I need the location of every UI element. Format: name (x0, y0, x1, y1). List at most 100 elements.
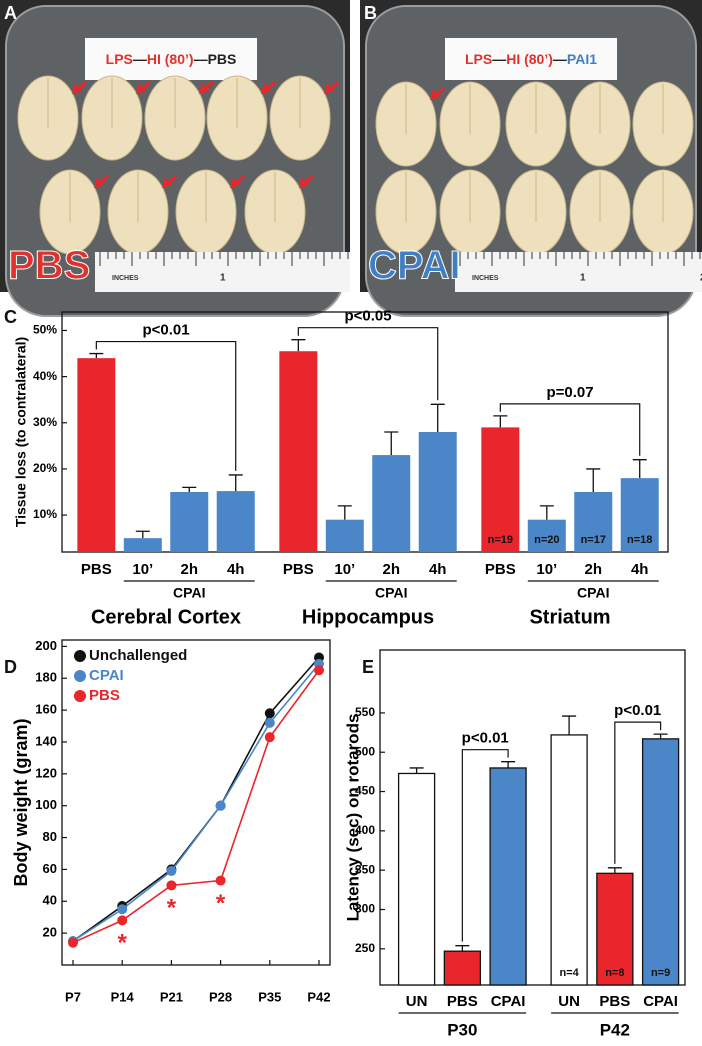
error-bar (135, 530, 150, 539)
x-tick-label: P14 (111, 989, 135, 1004)
bar (372, 455, 411, 552)
y-tick-label: 140 (35, 733, 57, 748)
n-label: n=8 (605, 967, 624, 979)
label-text: LPS—HI (80’)—PBS (106, 51, 237, 67)
data-point (264, 708, 275, 719)
x-tick-label: P35 (258, 989, 281, 1004)
y-tick-label: 250 (355, 941, 375, 955)
data-point (117, 915, 128, 926)
arrow-head (136, 83, 146, 94)
group-label: Striatum (529, 606, 610, 628)
y-tick-label: 20% (33, 461, 57, 475)
bar (489, 767, 527, 986)
data-point (117, 904, 128, 915)
bar (279, 351, 318, 552)
arrow-head (199, 83, 209, 94)
x-tick-label: PBS (81, 561, 112, 578)
legend-marker (74, 670, 86, 682)
x-tick-label: 4h (631, 561, 649, 578)
arrow-head (261, 83, 271, 94)
data-point (264, 732, 275, 743)
y-tick-label: 100 (35, 797, 57, 812)
significance-bracket (95, 340, 237, 471)
bar (481, 427, 520, 552)
group-label: Hippocampus (302, 606, 434, 628)
data-point (264, 717, 275, 728)
significance-mark: * (216, 890, 226, 917)
bar (550, 734, 588, 986)
significance-label: p=0.07 (546, 384, 593, 401)
significance-bracket (499, 403, 641, 456)
x-tick-label: 4h (227, 561, 245, 578)
significance-label: p<0.01 (142, 322, 189, 339)
arrow-head (299, 177, 309, 188)
ruler-label: INCHES (112, 275, 139, 282)
y-tick-label: 180 (35, 670, 57, 685)
significance-label: p<0.05 (344, 308, 391, 325)
y-axis-label: Tissue loss (to contralateral) (13, 337, 29, 527)
legend-marker (74, 650, 86, 662)
ruler (455, 252, 702, 292)
significance-bracket (614, 721, 662, 864)
data-point (215, 800, 226, 811)
y-tick-label: 450 (355, 784, 375, 798)
error-bar (409, 767, 424, 774)
series-line (72, 663, 320, 942)
photo-overlay: PBS (8, 244, 90, 288)
x-tick-label: P7 (65, 989, 81, 1004)
error-bar (228, 474, 243, 492)
data-point (166, 866, 177, 877)
data-point (68, 937, 78, 948)
bar (123, 538, 162, 552)
error-bar (607, 867, 622, 874)
bar (77, 358, 116, 552)
label-card (445, 38, 617, 80)
x-tick-label: 10’ (132, 561, 153, 578)
x-tick-label: 2h (383, 561, 401, 578)
bar (596, 872, 634, 986)
n-label: n=19 (488, 534, 513, 546)
label-text: LPS—HI (80’)—PAI1 (465, 51, 597, 67)
n-label: n=4 (559, 967, 579, 979)
error-bar (493, 415, 508, 428)
significance-label: p<0.01 (614, 702, 661, 719)
significance-bracket (297, 327, 439, 401)
panel-label: D (4, 657, 17, 677)
bar (325, 519, 364, 552)
arrow-head (94, 177, 104, 188)
bar (418, 432, 457, 552)
y-tick-label: 550 (355, 705, 375, 719)
group-label: Cerebral Cortex (91, 606, 241, 628)
data-point (314, 665, 324, 676)
n-label: n=18 (627, 534, 652, 546)
y-tick-label: 10% (33, 507, 57, 521)
y-tick-label: 20 (43, 925, 57, 940)
n-label: n=20 (534, 534, 559, 546)
y-tick-label: 40 (43, 893, 57, 908)
y-tick-label: 60 (43, 861, 57, 876)
arrow-head (162, 177, 172, 188)
x-tick-label: PBS (283, 561, 314, 578)
error-bar (653, 733, 668, 739)
x-tick-label: 2h (585, 561, 603, 578)
data-point (215, 875, 226, 886)
error-bar (89, 352, 104, 359)
label-part: LPS (465, 51, 492, 67)
error-bar (455, 945, 470, 952)
x-tick-label: CPAI (643, 993, 678, 1010)
x-tick-label: 4h (429, 561, 447, 578)
y-tick-label: 50% (33, 323, 57, 337)
significance-mark: * (118, 930, 128, 957)
plot-frame (379, 649, 686, 986)
y-tick-label: 160 (35, 702, 57, 717)
panel-label: E (362, 657, 374, 677)
error-bar (539, 505, 554, 520)
error-bar (562, 715, 577, 735)
error-bar (384, 431, 399, 456)
label-part: — (492, 51, 506, 67)
x-tick-label: UN (406, 993, 428, 1010)
x-tick-label: PBS (599, 993, 630, 1010)
error-bar (586, 468, 601, 492)
error-bar (430, 403, 445, 432)
